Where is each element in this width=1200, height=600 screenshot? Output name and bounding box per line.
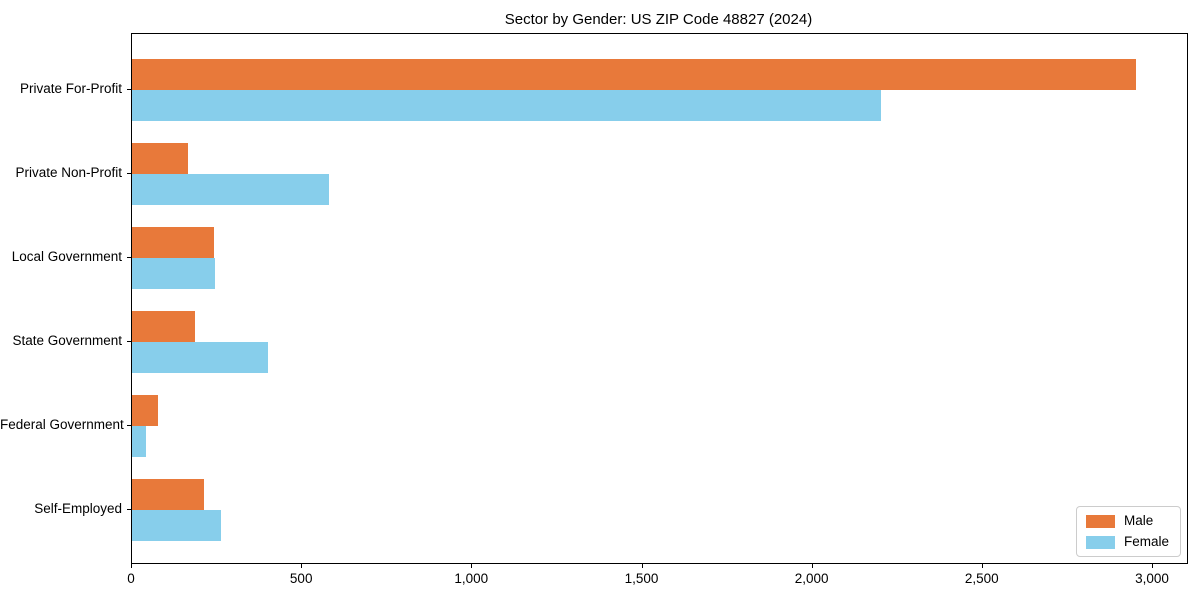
bar-male-2 [132,227,214,258]
x-tick-2 [471,564,473,568]
x-tick-label-6: 3,000 [1135,571,1169,586]
y-tick-0 [127,89,131,90]
bar-male-5 [132,479,204,510]
bar-female-5 [132,510,221,541]
x-tick-6 [1152,564,1153,568]
x-tick-label-1: 500 [289,571,313,586]
x-tick-label-0: 0 [127,571,135,586]
y-tick-4 [127,425,131,426]
x-tick-1 [301,564,303,568]
plot-area: Male Female [131,33,1188,564]
bar-male-1 [132,143,189,174]
y-axis-label-1: Private Non-Profit [15,165,122,180]
legend: Male Female [1075,506,1181,557]
female-color-swatch [1085,535,1115,549]
y-tick-1 [127,173,131,174]
x-tick-0 [131,564,132,568]
legend-item-male: Male [1085,513,1169,528]
bar-male-0 [132,59,1136,90]
y-axis: Private For-Profit Private Non-Profit Loca… [0,33,131,564]
bar-female-3 [132,342,269,373]
y-axis-label-5: Self-Employed [34,501,122,516]
bar-female-4 [132,426,146,457]
legend-item-female: Female [1085,534,1169,549]
legend-label-female: Female [1123,534,1169,549]
bar-female-0 [132,90,881,121]
x-tick-label-2: 1,000 [454,571,489,586]
male-color-swatch [1085,514,1115,528]
y-tick-2 [127,257,131,258]
bar-male-4 [132,395,158,426]
x-tick-4 [811,564,813,568]
y-axis-label-2: Local Government [11,249,122,264]
x-tick-5 [981,564,983,568]
y-axis-label-3: State Government [12,333,122,348]
x-axis: 0 500 1,000 1,500 2,000 2,500 3,000 [127,563,1187,595]
legend-label-male: Male [1123,513,1154,528]
y-axis-label-4: Federal Government [0,417,124,432]
x-tick-label-5: 2,500 [964,571,999,586]
y-tick-5 [127,509,131,510]
x-tick-label-4: 2,000 [794,571,829,586]
y-axis-label-0: Private For-Profit [19,81,122,96]
bars-container [132,34,1187,563]
y-tick-3 [127,341,131,342]
chart-title: Sector by Gender: US ZIP Code 48827 (202… [504,11,813,28]
x-tick-3 [641,564,643,568]
bar-female-1 [132,174,330,205]
x-tick-label-3: 1,500 [624,571,659,586]
bar-male-3 [132,311,195,342]
bar-female-2 [132,258,216,289]
